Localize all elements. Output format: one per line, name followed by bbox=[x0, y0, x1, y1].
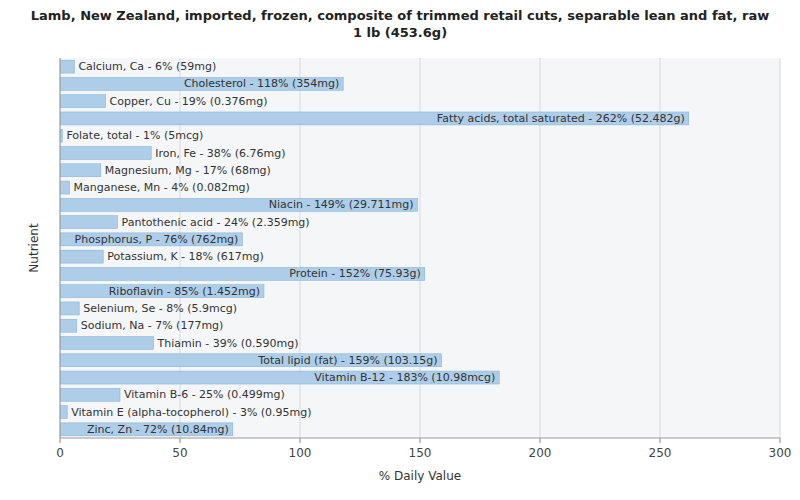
category-label: Phosphorus, P - 76% (762mg) bbox=[75, 233, 239, 246]
tick-label: 200 bbox=[529, 446, 552, 460]
title-line: 1 lb (453.6g) bbox=[353, 25, 447, 40]
category-label: Magnesium, Mg - 17% (68mg) bbox=[105, 164, 271, 177]
bar bbox=[60, 216, 118, 229]
bar bbox=[60, 147, 151, 160]
category-label: Calcium, Ca - 6% (59mg) bbox=[78, 60, 216, 73]
bar bbox=[60, 198, 418, 211]
tick-mark bbox=[660, 438, 661, 443]
tick-label: 50 bbox=[172, 446, 187, 460]
category-label: Thiamin - 39% (0.590mg) bbox=[157, 337, 299, 350]
category-label: Fatty acids, total saturated - 262% (52.… bbox=[437, 112, 685, 125]
bar bbox=[60, 267, 425, 280]
y-axis-line bbox=[60, 58, 61, 438]
bar bbox=[60, 181, 70, 194]
bar bbox=[60, 371, 499, 384]
category-label: Copper, Cu - 19% (0.376mg) bbox=[110, 95, 268, 108]
category-label: Folate, total - 1% (5mcg) bbox=[66, 129, 203, 142]
grid-line bbox=[60, 58, 61, 438]
tick-mark bbox=[180, 438, 181, 443]
category-label: Potassium, K - 18% (617mg) bbox=[107, 250, 264, 263]
category-label: Manganese, Mn - 4% (0.082mg) bbox=[74, 181, 250, 194]
x-axis-line bbox=[60, 438, 780, 439]
tick-label: 250 bbox=[649, 446, 672, 460]
bars bbox=[60, 60, 689, 436]
bar bbox=[60, 388, 120, 401]
tick-label: 300 bbox=[769, 446, 792, 460]
tick-mark bbox=[540, 438, 541, 443]
category-label: Riboflavin - 85% (1.452mg) bbox=[109, 285, 260, 298]
category-label: Selenium, Se - 8% (5.9mcg) bbox=[83, 302, 237, 315]
title-line: Lamb, New Zealand, imported, frozen, com… bbox=[31, 8, 769, 23]
category-label: Protein - 152% (75.93g) bbox=[289, 267, 421, 280]
category-label: Pantothenic acid - 24% (2.359mg) bbox=[122, 216, 310, 229]
category-label: Total lipid (fat) - 159% (103.15g) bbox=[257, 354, 437, 367]
bar-labels: Calcium, Ca - 6% (59mg) Cholesterol - 118… bbox=[66, 60, 684, 436]
category-label: Sodium, Na - 7% (177mg) bbox=[81, 319, 224, 332]
tick-mark bbox=[780, 438, 781, 443]
plot-area bbox=[60, 58, 780, 438]
category-label: Cholesterol - 118% (354mg) bbox=[184, 77, 339, 90]
category-label: Zinc, Zn - 72% (10.84mg) bbox=[87, 423, 229, 436]
category-label: Vitamin B-6 - 25% (0.499mg) bbox=[124, 388, 285, 401]
bar bbox=[60, 302, 79, 315]
title: Lamb, New Zealand, imported, frozen, com… bbox=[31, 8, 769, 40]
category-label: Vitamin E (alpha-tocopherol) - 3% (0.95m… bbox=[71, 406, 311, 419]
bar bbox=[60, 233, 242, 246]
tick-mark bbox=[60, 438, 61, 443]
bar bbox=[60, 354, 442, 367]
bar bbox=[60, 285, 264, 298]
tick-label: 100 bbox=[289, 446, 312, 460]
bar bbox=[60, 337, 154, 350]
bar bbox=[60, 406, 67, 419]
category-label: Iron, Fe - 38% (6.76mg) bbox=[155, 147, 285, 160]
tick-mark bbox=[300, 438, 301, 443]
tick-mark bbox=[420, 438, 421, 443]
category-label: Niacin - 149% (29.711mg) bbox=[269, 198, 414, 211]
bar bbox=[60, 60, 74, 73]
chart: Lamb, New Zealand, imported, frozen, com… bbox=[0, 0, 800, 500]
bar bbox=[60, 319, 77, 332]
bar bbox=[60, 77, 343, 90]
grid-line bbox=[780, 58, 781, 438]
tick-label: 0 bbox=[56, 446, 64, 460]
x-axis-label: % Daily Value bbox=[379, 469, 461, 483]
y-axis-label: Nutrient bbox=[27, 223, 41, 273]
category-label: Vitamin B-12 - 183% (10.98mcg) bbox=[314, 371, 495, 384]
bar bbox=[60, 112, 689, 125]
bar bbox=[60, 95, 106, 108]
bar bbox=[60, 423, 233, 436]
bar bbox=[60, 250, 103, 263]
bar bbox=[60, 164, 101, 177]
tick-label: 150 bbox=[409, 446, 432, 460]
